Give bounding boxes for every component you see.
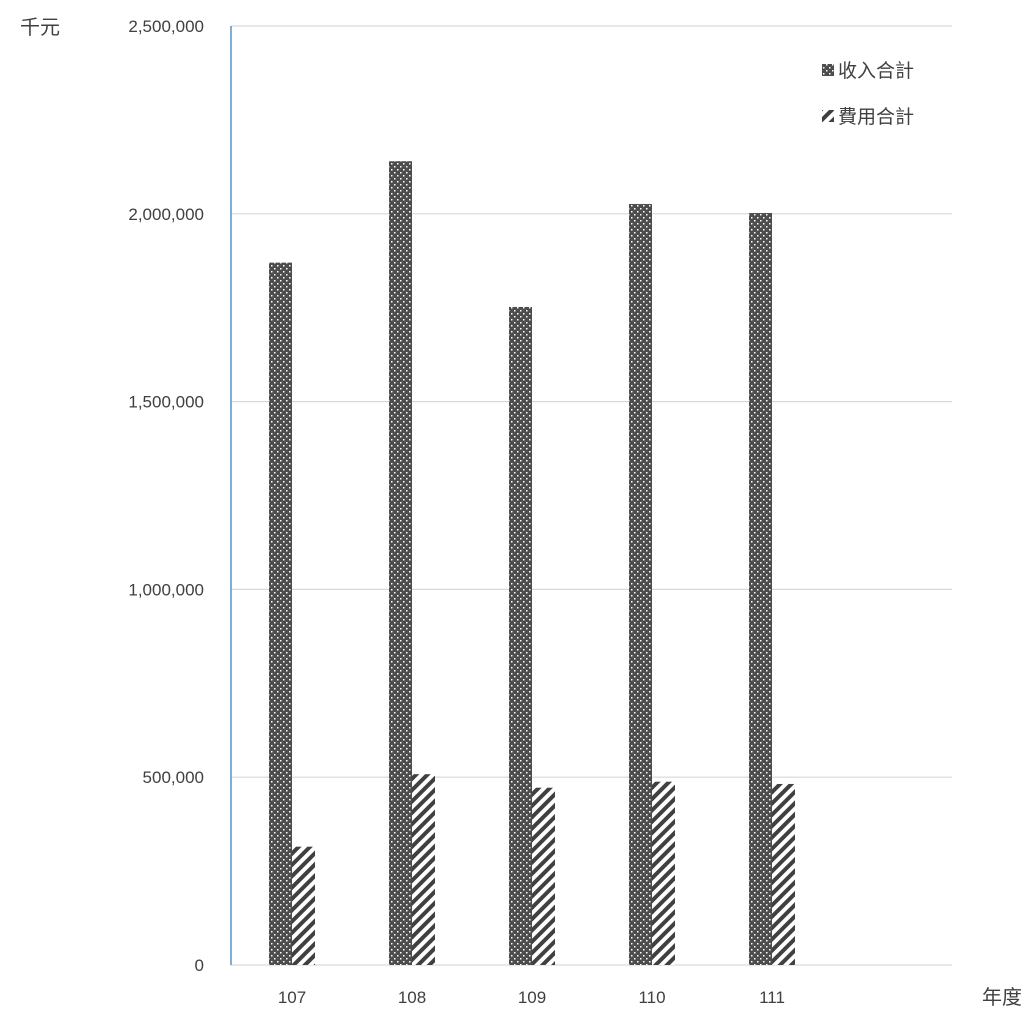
y-tick-label: 2,000,000 <box>128 205 204 224</box>
x-tick-label: 111 <box>759 988 785 1007</box>
legend-swatch-expense <box>822 110 834 122</box>
x-tick-labels: 107 108 109 110 111 <box>278 988 785 1007</box>
bar-expense <box>532 787 555 965</box>
y-tick-label: 1,500,000 <box>128 393 204 412</box>
bar-revenue <box>389 161 412 965</box>
bars <box>269 161 795 965</box>
x-unit-label: 年度 <box>982 985 1022 1009</box>
bar-expense <box>772 783 795 965</box>
bar-revenue <box>629 204 652 965</box>
x-tick-label: 108 <box>398 988 426 1007</box>
bar-expense <box>652 781 675 965</box>
y-unit-label: 千元 <box>20 15 60 39</box>
y-tick-label: 1,000,000 <box>128 580 204 599</box>
x-tick-label: 107 <box>278 988 306 1007</box>
bar-revenue <box>749 213 772 965</box>
bar-expense <box>292 846 315 965</box>
y-tick-label: 2,500,000 <box>128 17 204 36</box>
legend-swatch-revenue <box>822 64 834 76</box>
y-tick-label: 500,000 <box>143 768 204 787</box>
bar-revenue <box>269 262 292 965</box>
legend-label: 費用合計 <box>838 106 914 128</box>
bar-expense <box>412 774 435 965</box>
legend-label: 收入合計 <box>838 60 914 82</box>
bar-revenue <box>509 306 532 965</box>
gridlines <box>231 25 952 966</box>
y-tick-label: 0 <box>195 956 204 975</box>
y-tick-labels: 0 500,000 1,000,000 1,500,000 2,000,000 2,500… <box>128 17 204 975</box>
x-tick-label: 109 <box>518 988 546 1007</box>
x-tick-label: 110 <box>638 988 665 1007</box>
